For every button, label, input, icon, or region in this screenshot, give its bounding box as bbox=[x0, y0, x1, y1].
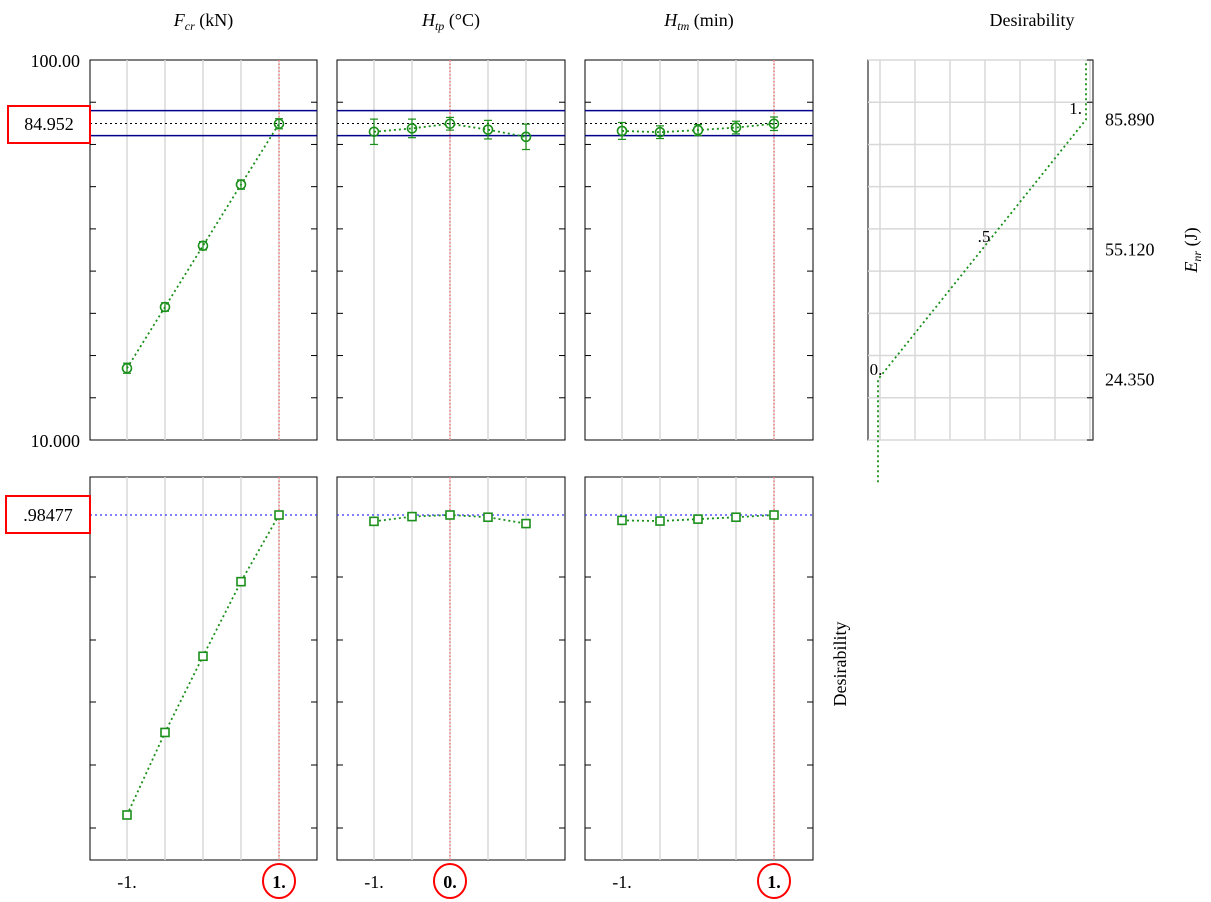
response-panel-1-point-4 bbox=[273, 118, 285, 130]
response-panel-2-point-2 bbox=[444, 118, 456, 130]
response-current-value-box bbox=[7, 105, 91, 144]
response-panel-2-point-0 bbox=[368, 126, 380, 138]
desirability-panel-3-frame bbox=[584, 476, 814, 861]
desirability-level-label-low: 0. bbox=[870, 360, 883, 379]
response-panel-3-frame bbox=[584, 59, 814, 441]
response-panel-2-point-4 bbox=[520, 131, 532, 143]
response-panel-3-point-1 bbox=[654, 126, 666, 138]
desirability-panel-2-point-0 bbox=[369, 516, 379, 527]
desirability-function-tick-label-0: 85.890 bbox=[1105, 110, 1155, 130]
x-tick-label-1: -1. bbox=[117, 872, 137, 892]
desirability-current-value-box bbox=[5, 495, 91, 534]
response-ylabel: Enr (J) bbox=[1181, 227, 1204, 273]
current-level-highlight-1 bbox=[262, 863, 296, 899]
current-level-highlight-2 bbox=[433, 863, 467, 899]
desirability-ylabel: Desirability bbox=[830, 622, 850, 707]
desirability-panel-1-point-2 bbox=[198, 651, 208, 662]
response-panel-2-point-1 bbox=[406, 123, 418, 134]
desirability-panel-2-point-1 bbox=[407, 511, 417, 522]
current-level-label-1: 1. bbox=[272, 872, 286, 892]
desirability-panel-2-point-2 bbox=[445, 510, 455, 520]
desirability-panel-3-point-1 bbox=[655, 516, 665, 526]
response-panel-1-point-1 bbox=[159, 301, 171, 313]
desirability-column-title: Desirability bbox=[990, 10, 1075, 30]
desirability-function-tick-label-1: 55.120 bbox=[1105, 239, 1155, 259]
column-title-3: Htm (min) bbox=[663, 10, 734, 33]
desirability-function-tick-label-2: 24.350 bbox=[1105, 369, 1155, 389]
x-tick-label-3: -1. bbox=[612, 872, 632, 892]
response-panel-1-point-2 bbox=[197, 240, 209, 252]
desirability-current-value-label: .98477 bbox=[23, 505, 73, 525]
desirability-panel-1-point-0 bbox=[122, 810, 132, 820]
desirability-function-frame bbox=[867, 59, 1094, 441]
desirability-panel-2-frame bbox=[336, 476, 566, 861]
response-panel-3-point-0 bbox=[616, 125, 628, 137]
response-panel-3-point-2 bbox=[692, 124, 704, 136]
desirability-panel-3-point-3 bbox=[731, 512, 741, 523]
desirability-panel-1-point-3 bbox=[236, 576, 246, 587]
desirability-level-label-mid: .5 bbox=[978, 227, 991, 246]
response-panel-1-point-0 bbox=[121, 362, 133, 374]
desirability-function-curve bbox=[877, 60, 1087, 483]
x-tick-label-2: -1. bbox=[364, 872, 384, 892]
response-panel-2-point-3 bbox=[482, 124, 494, 135]
desirability-panel-3-point-0 bbox=[617, 515, 627, 526]
desirability-panel-3-point-2 bbox=[693, 514, 703, 524]
response-panel-1-point-3 bbox=[235, 179, 247, 190]
response-current-value-label: 84.952 bbox=[24, 114, 74, 134]
response-ymax-label: 100.00 bbox=[31, 51, 81, 71]
desirability-panel-3-point-4 bbox=[769, 510, 779, 520]
response-panel-3-point-3 bbox=[730, 122, 742, 133]
response-panel-1-series-line bbox=[126, 123, 280, 369]
current-level-label-2: 0. bbox=[443, 872, 457, 892]
current-level-label-3: 1. bbox=[767, 872, 781, 892]
desirability-panel-2-point-4 bbox=[521, 518, 531, 529]
column-title-1: Fcr (kN) bbox=[173, 10, 234, 33]
desirability-panel-1-point-4 bbox=[274, 510, 284, 520]
response-ymin-label: 10.000 bbox=[31, 431, 81, 451]
desirability-level-label-high: 1. bbox=[1069, 99, 1082, 118]
current-level-highlight-3 bbox=[757, 863, 791, 899]
desirability-panel-2-point-3 bbox=[483, 512, 493, 523]
response-panel-3-point-4 bbox=[768, 118, 780, 130]
desirability-panel-1-point-1 bbox=[160, 727, 170, 738]
column-title-2: Htp (°C) bbox=[421, 10, 480, 33]
